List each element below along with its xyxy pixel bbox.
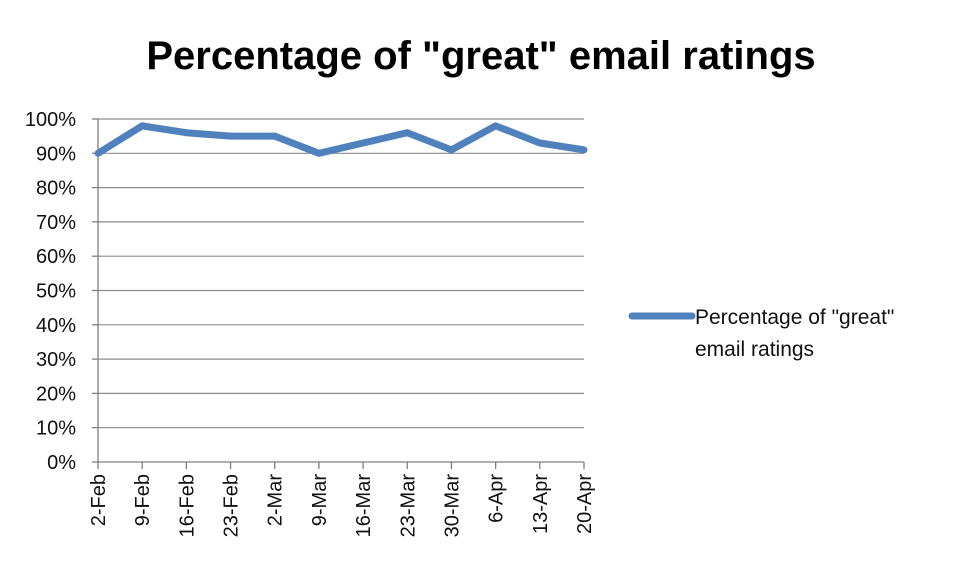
data-point (94, 149, 102, 157)
x-axis-ticks: 2-Feb 9-Feb 16-Feb 23-Feb 2-Mar 9-Mar 16-Mar 23… (88, 474, 596, 538)
y-axis-ticks: 0% 10% 20% 30% 40% 50% 60% 70% 80% 90% 100% (25, 109, 76, 474)
data-point (271, 132, 279, 140)
x-tick-label: 30-Mar (441, 474, 463, 538)
x-tick-label: 2-Mar (265, 474, 287, 527)
x-tick-label: 2-Feb (88, 474, 110, 526)
y-tick-label: 80% (36, 178, 76, 200)
x-tick-label: 16-Feb (176, 474, 198, 537)
data-point (227, 132, 235, 140)
axes (92, 118, 585, 469)
y-tick-label: 10% (36, 418, 76, 440)
x-tick-label: 13-Apr (530, 474, 552, 534)
y-tick-label: 20% (36, 383, 76, 405)
data-point (580, 146, 588, 154)
y-tick-label: 60% (36, 246, 76, 268)
x-tick-label: 20-Apr (574, 474, 596, 534)
y-tick-label: 40% (36, 315, 76, 337)
legend-label: Percentage of "great" (695, 306, 894, 329)
data-point (536, 139, 544, 147)
legend: Percentage of "great" email ratings (628, 306, 894, 361)
y-tick-label: 70% (36, 212, 76, 234)
x-tick-label: 23-Mar (397, 474, 419, 538)
series-layer (94, 122, 588, 157)
y-tick-label: 100% (25, 109, 76, 131)
y-tick-label: 30% (36, 349, 76, 371)
gridlines (98, 118, 584, 429)
data-point (315, 149, 323, 157)
data-point (359, 139, 367, 147)
y-tick-label: 0% (47, 452, 76, 474)
x-tick-label: 6-Apr (486, 474, 508, 523)
data-point (492, 122, 500, 130)
x-tick-label: 23-Feb (221, 474, 243, 537)
y-tick-label: 50% (36, 281, 76, 303)
x-tick-label: 16-Mar (353, 474, 375, 538)
y-tick-label: 90% (36, 143, 76, 165)
series-line (96, 122, 585, 157)
data-point (447, 146, 455, 154)
x-tick-label: 9-Mar (309, 474, 331, 527)
data-point (138, 122, 146, 130)
chart-title: Percentage of "great" email ratings (146, 34, 816, 78)
data-point (403, 129, 411, 137)
x-tick-label: 9-Feb (132, 474, 154, 526)
legend-label: email ratings (695, 338, 814, 361)
data-point (182, 129, 190, 137)
